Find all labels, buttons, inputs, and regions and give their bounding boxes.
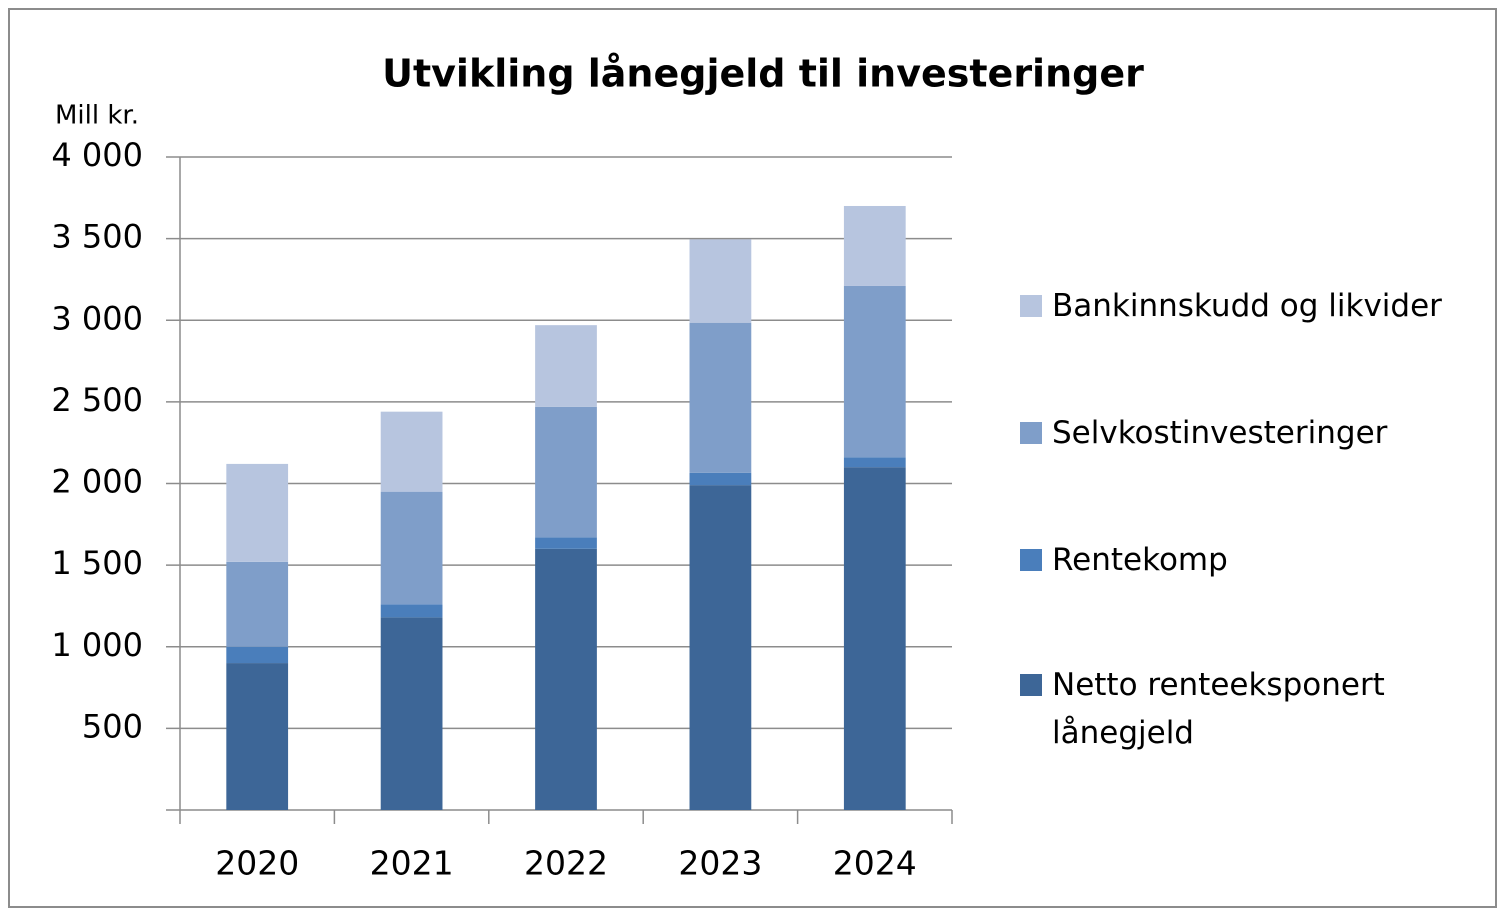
legend-item: Bankinnskudd og likvider bbox=[1020, 282, 1490, 330]
bar-segment bbox=[843, 285, 906, 458]
x-tick-label: 2023 bbox=[678, 844, 762, 883]
legend-swatch bbox=[1020, 422, 1042, 444]
bar-segment bbox=[689, 322, 752, 473]
legend-label: Bankinnskudd og likvider bbox=[1052, 288, 1442, 324]
legend-item: Netto renteeksponert lånegjeld bbox=[1020, 661, 1490, 757]
y-tick-label: 1 000 bbox=[51, 626, 143, 664]
bar-segment bbox=[380, 491, 443, 605]
bar-segment bbox=[380, 604, 443, 618]
legend-item: Selvkostinvesteringer bbox=[1020, 409, 1490, 457]
bar-segment bbox=[843, 467, 906, 810]
bar-segment bbox=[843, 457, 906, 468]
y-tick-label: 3 000 bbox=[51, 299, 143, 337]
y-axis-label: Mill kr. bbox=[55, 101, 139, 131]
bar-segment bbox=[689, 485, 752, 810]
bar-segment bbox=[535, 548, 597, 810]
x-tick-label: 2021 bbox=[370, 844, 454, 883]
legend-item: Rentekomp bbox=[1020, 536, 1490, 584]
legend-swatch bbox=[1020, 674, 1042, 696]
bar-segment bbox=[535, 406, 597, 538]
chart-frame bbox=[8, 8, 1497, 908]
legend-swatch bbox=[1020, 295, 1042, 317]
legend-label: Selvkostinvesteringer bbox=[1052, 415, 1388, 451]
bar-segment bbox=[226, 463, 289, 562]
bar-segment bbox=[535, 325, 597, 407]
x-tick-label: 2022 bbox=[524, 844, 608, 883]
bar-segment bbox=[689, 472, 752, 486]
bar-segment bbox=[535, 537, 597, 549]
legend-label: Rentekomp bbox=[1052, 542, 1228, 578]
y-tick-label: 3 500 bbox=[51, 218, 143, 256]
y-tick-label: 2 000 bbox=[51, 463, 143, 501]
legend-swatch bbox=[1020, 549, 1042, 571]
bar-segment bbox=[380, 617, 443, 810]
x-tick-label: 2020 bbox=[215, 844, 299, 883]
x-tick-label: 2024 bbox=[833, 844, 917, 883]
y-tick-label: 4 000 bbox=[51, 136, 143, 174]
bar-segment bbox=[226, 663, 289, 810]
chart-title: Utvikling lånegjeld til investeringer bbox=[382, 52, 1144, 96]
y-tick-label: 2 500 bbox=[51, 381, 143, 419]
legend-label: Netto renteeksponert lånegjeld bbox=[1052, 667, 1385, 751]
y-tick-label: 1 500 bbox=[51, 544, 143, 582]
bar-segment bbox=[843, 205, 906, 286]
y-tick-label: 500 bbox=[82, 707, 143, 745]
bar-segment bbox=[226, 561, 289, 647]
bar-segment bbox=[380, 411, 443, 492]
bar-segment bbox=[689, 239, 752, 323]
bar-segment bbox=[226, 646, 289, 664]
